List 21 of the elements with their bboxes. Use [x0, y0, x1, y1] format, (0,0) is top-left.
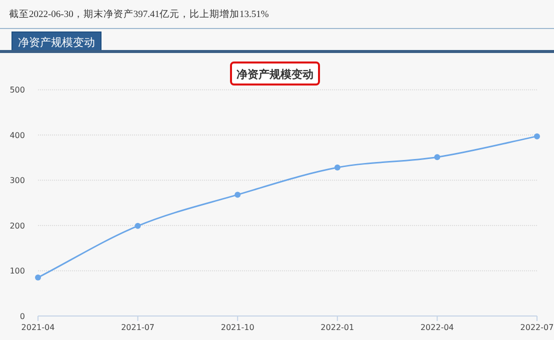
y-tick-label: 200: [10, 221, 25, 230]
point: [334, 164, 340, 171]
text: 净资产规模变动: [18, 36, 95, 49]
y-tick-label: 300: [10, 176, 25, 186]
x-tick-label: 2021-04: [21, 323, 55, 332]
point: [534, 133, 540, 140]
x-tick-label: 2022-04: [420, 323, 454, 332]
x-tick-label: 2021-10: [220, 323, 254, 332]
point: [134, 222, 141, 229]
point: [35, 274, 41, 281]
point: [234, 192, 241, 198]
x-tick-label: 2021-07: [121, 323, 155, 332]
y-tick-label: 100: [10, 266, 25, 276]
point: [434, 154, 440, 160]
text: 截至2022-06-30，期末净资产397.41亿元，比上期增加13.51%: [9, 8, 269, 20]
chart-title: 净资产规模变动: [236, 68, 314, 81]
y-tick-label: 500: [10, 86, 25, 95]
x-tick-label: 2022-07: [520, 323, 554, 332]
y-tick-label: 0: [20, 312, 25, 321]
x-tick-label: 2022-01: [320, 323, 354, 332]
y-tick-label: 400: [10, 130, 25, 140]
